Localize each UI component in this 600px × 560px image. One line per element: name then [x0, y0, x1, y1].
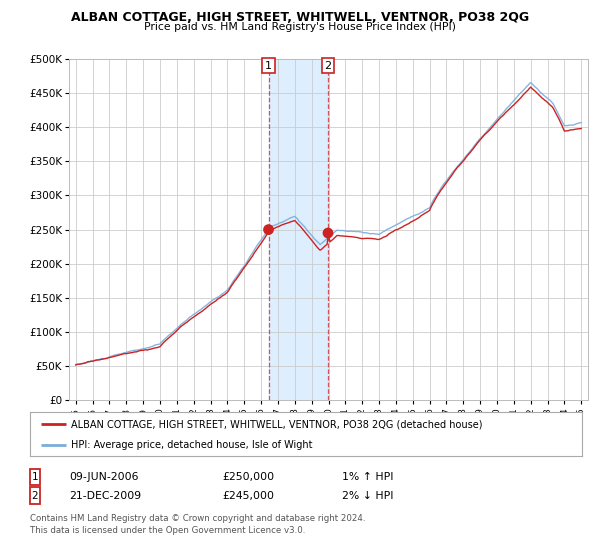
- Text: 2: 2: [325, 60, 332, 71]
- Text: £245,000: £245,000: [222, 491, 274, 501]
- Text: ALBAN COTTAGE, HIGH STREET, WHITWELL, VENTNOR, PO38 2QG (detached house): ALBAN COTTAGE, HIGH STREET, WHITWELL, VE…: [71, 419, 483, 429]
- Text: 2: 2: [31, 491, 38, 501]
- Bar: [269, 59, 328, 400]
- Text: 2% ↓ HPI: 2% ↓ HPI: [342, 491, 394, 501]
- Text: £250,000: £250,000: [222, 472, 274, 482]
- Text: 21-DEC-2009: 21-DEC-2009: [69, 491, 141, 501]
- Text: 1% ↑ HPI: 1% ↑ HPI: [342, 472, 394, 482]
- Text: Contains HM Land Registry data © Crown copyright and database right 2024.
This d: Contains HM Land Registry data © Crown c…: [30, 514, 365, 535]
- Text: 1: 1: [265, 60, 272, 71]
- Text: ALBAN COTTAGE, HIGH STREET, WHITWELL, VENTNOR, PO38 2QG: ALBAN COTTAGE, HIGH STREET, WHITWELL, VE…: [71, 11, 529, 24]
- Text: 1: 1: [31, 472, 38, 482]
- Point: [323, 228, 333, 237]
- Point: [264, 225, 274, 234]
- Text: HPI: Average price, detached house, Isle of Wight: HPI: Average price, detached house, Isle…: [71, 440, 313, 450]
- Text: 09-JUN-2006: 09-JUN-2006: [69, 472, 139, 482]
- Text: Price paid vs. HM Land Registry's House Price Index (HPI): Price paid vs. HM Land Registry's House …: [144, 22, 456, 32]
